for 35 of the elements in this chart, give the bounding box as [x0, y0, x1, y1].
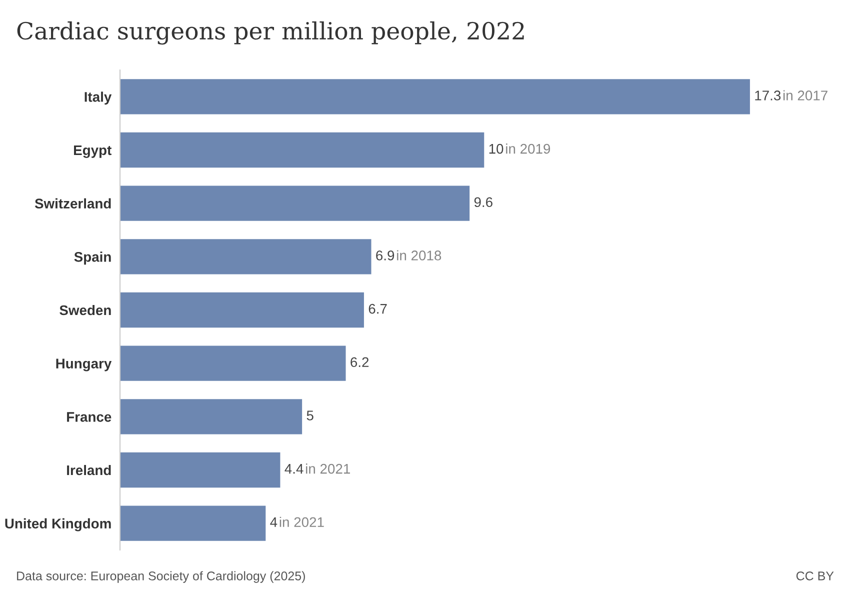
text: CC BY	[796, 572, 834, 580]
bar	[120, 186, 470, 221]
y-tick-label: United Kingdom	[5, 518, 111, 532]
y-tick-label: Hungary	[56, 358, 112, 372]
y-tick-label: Ireland	[67, 464, 111, 476]
annotation: in 2021	[280, 516, 324, 528]
y-tick-label: Sweden	[60, 304, 111, 316]
source-note: Data source: European Society of Cardiology (2025)	[17, 571, 305, 583]
data-label: 9.6	[474, 197, 492, 208]
data-label: 6.2	[350, 357, 369, 368]
bar	[120, 346, 346, 381]
data-label: 6.7	[368, 304, 387, 314]
data-label: 6.9	[376, 250, 394, 260]
data-label: 4	[270, 517, 278, 527]
y-tick-label: France	[67, 412, 112, 422]
y-tick-label: Egypt	[74, 145, 112, 158]
bar	[120, 292, 364, 328]
y-tick-label: Spain	[74, 252, 111, 265]
annotation: in 2018	[397, 250, 442, 260]
data-label: 4.4	[284, 464, 304, 474]
bar	[120, 132, 484, 168]
y-tick-label: Italy	[84, 92, 112, 105]
bar	[120, 452, 280, 488]
bar	[120, 399, 302, 434]
y-tick-label: Switzerland	[34, 198, 111, 209]
bar	[120, 506, 266, 541]
bar	[120, 239, 372, 274]
chart-title: Cardiac surgeons per million people, 2022	[17, 21, 524, 45]
annotation: in 2019	[506, 144, 550, 154]
bar	[120, 79, 750, 114]
data-label: 17.3	[755, 90, 781, 100]
data-label: 10	[489, 144, 504, 154]
annotation: in 2017	[783, 90, 828, 100]
annotation: in 2021	[306, 464, 350, 474]
data-label: 5	[306, 410, 314, 420]
